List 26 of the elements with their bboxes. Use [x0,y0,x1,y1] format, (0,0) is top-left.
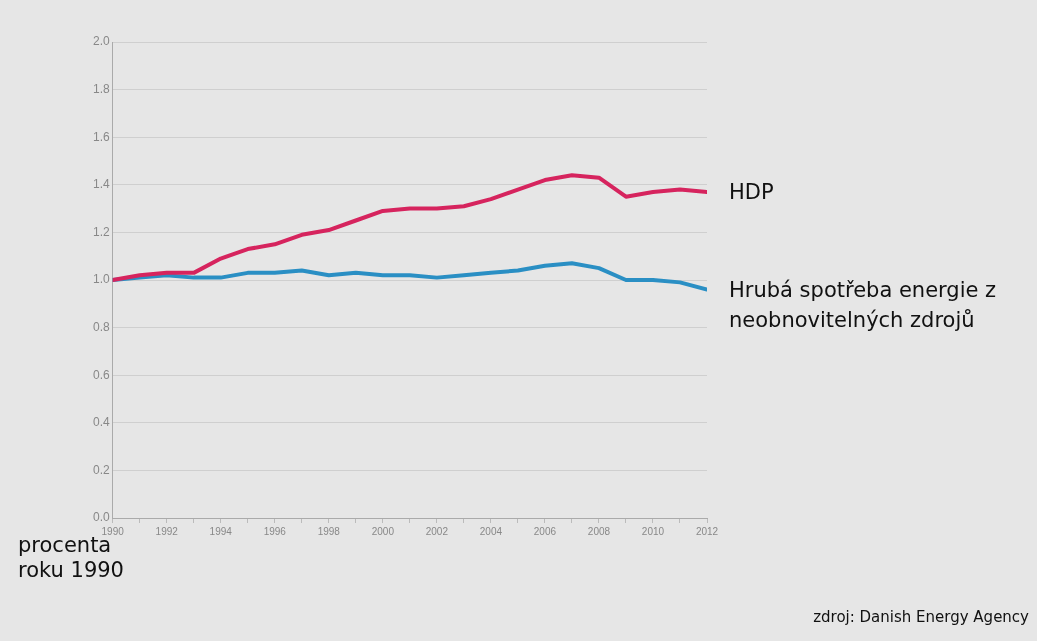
y-tick-label: 0.0 [92,510,110,525]
y-tick-label: 0.2 [92,462,110,477]
x-tick-label: 2012 [695,525,719,537]
series-label: Hrubá spotřeba energie z neobnovitelných zdrojů [729,277,997,332]
y-tick-label: 1.4 [92,177,110,192]
y-tick-label: 1.6 [92,129,110,144]
x-tick-label: 2010 [641,525,665,537]
x-tick-label: 1998 [317,525,341,537]
x-tick-label: 2000 [371,525,395,537]
x-tick-label: 1990 [101,525,125,537]
x-tick-label: 2008 [587,525,611,537]
x-tick-label: 2004 [479,525,503,537]
x-tick-label: 1996 [263,525,287,537]
x-tick-label: 2002 [425,525,449,537]
text: zdroj: Danish Energy Agency [813,608,1029,626]
y-tick-label: 1.0 [92,272,110,287]
y-tick-label: 1.2 [92,224,110,239]
y-tick-label: 1.8 [92,81,110,96]
x-tick-label: 2006 [533,525,557,537]
series-label: HDP [729,180,774,205]
y-tick-label: 2.0 [92,34,110,49]
x-tick-label: 1992 [155,525,179,537]
y-tick-label: 0.8 [92,319,110,334]
y-tick-label: 0.4 [92,415,110,430]
x-tick-label: 1994 [209,525,233,537]
y-tick-label: 0.6 [92,367,110,382]
